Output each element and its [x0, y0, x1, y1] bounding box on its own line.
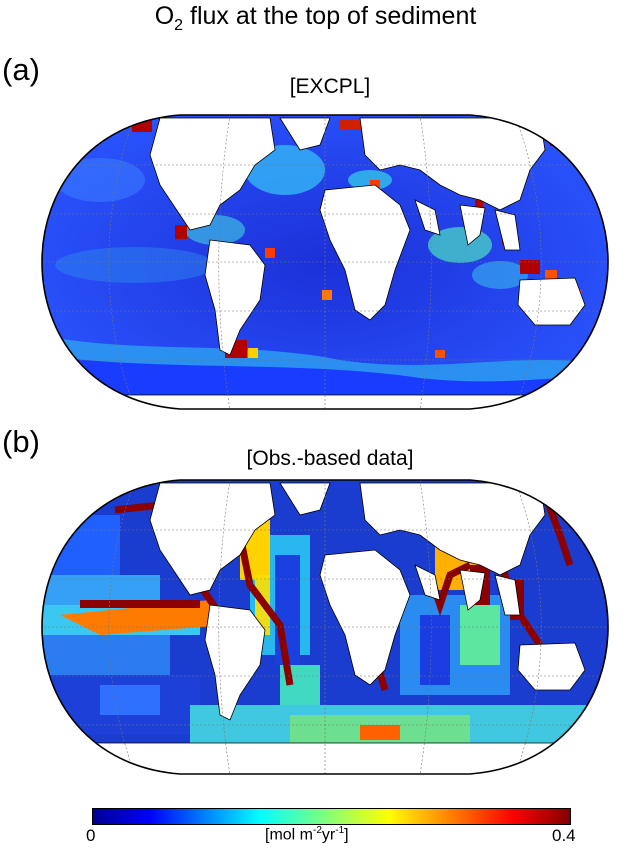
panel-a-label: (a): [2, 52, 40, 87]
graticule-a: [42, 115, 608, 409]
map-border-b: [41, 479, 609, 775]
land-b: [42, 482, 608, 774]
colorbar: [92, 808, 571, 825]
map-border-a: [41, 114, 609, 410]
colorbar-max-label: 0.4: [552, 826, 576, 845]
figure-title: O2 flux at the top of sediment: [154, 2, 477, 34]
colorbar-min-label: 0: [86, 826, 96, 845]
map-panel-b: [41, 479, 609, 775]
panel-a-title: [EXCPL]: [289, 75, 371, 98]
ocean-field-b: [42, 480, 608, 774]
colorbar-unit-label: [mol m-2yr-1]: [265, 825, 349, 844]
map-panel-a: [41, 114, 609, 410]
panel-b-label: (b): [2, 424, 40, 459]
graticule-b: [42, 480, 608, 774]
panel-b-title: [Obs.-based data]: [246, 447, 414, 470]
ocean-field-a: [42, 115, 608, 409]
